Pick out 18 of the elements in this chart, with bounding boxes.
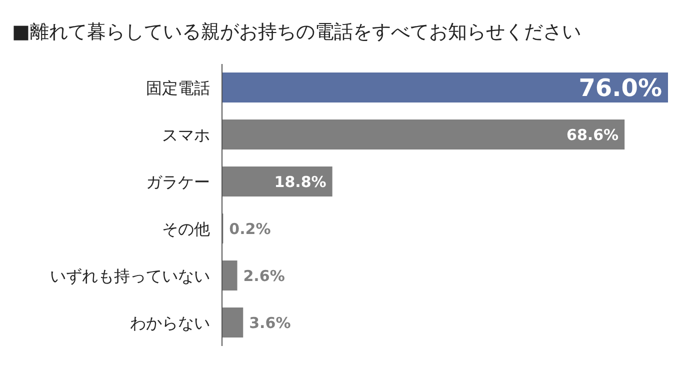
y-tick-label: ガラケー	[146, 172, 210, 192]
bar	[222, 260, 238, 290]
bar	[222, 166, 332, 196]
y-tick-label: スマホ	[162, 126, 210, 144]
data-label: 68.6%	[566, 126, 619, 144]
y-tick-label: いずれも持っていない	[50, 266, 210, 286]
bar	[222, 72, 668, 102]
bar	[222, 308, 244, 338]
y-tick-label: 固定電話	[146, 78, 210, 98]
y-tick-label: わからない	[130, 314, 210, 332]
bar	[222, 120, 625, 150]
data-label: 18.8%	[274, 172, 326, 191]
data-label: 2.6%	[243, 266, 285, 285]
chart-title: ■離れて暮らしている親がお持ちの電話をすべてお知らせください	[12, 21, 581, 43]
data-label: 0.2%	[229, 220, 271, 238]
y-tick-label: その他	[162, 220, 210, 238]
data-label: 3.6%	[249, 314, 291, 332]
data-label: 76.0%	[578, 74, 662, 102]
